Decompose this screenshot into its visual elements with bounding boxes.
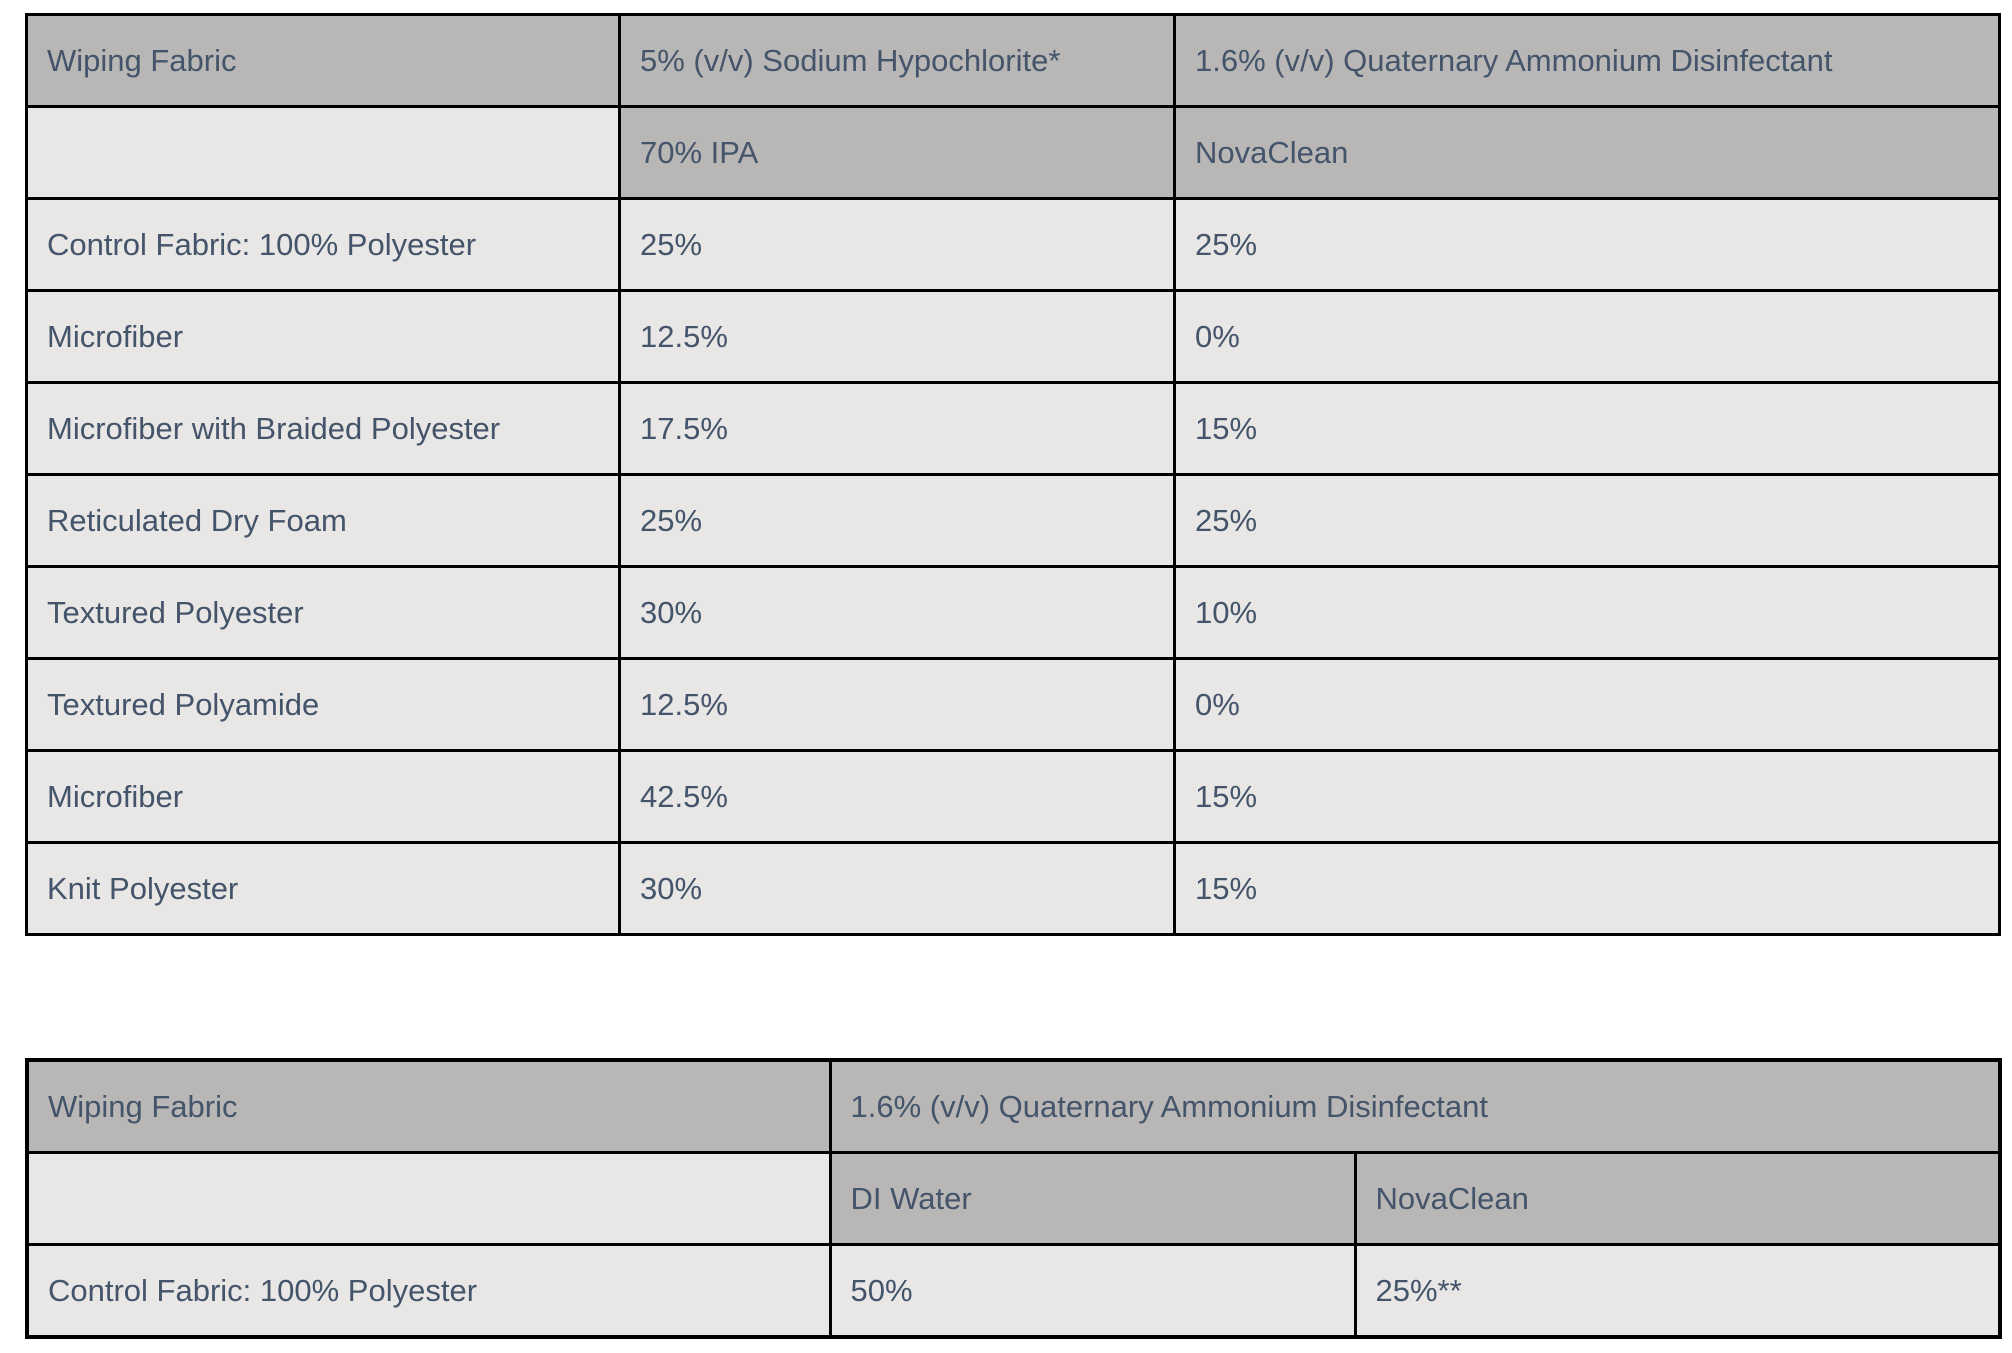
table-row: Microfiber 12.5% 0% — [25, 289, 2001, 384]
table-row: Knit Polyester 30% 15% — [25, 841, 2001, 936]
t1-subheader-70-ipa: 70% IPA — [618, 105, 1176, 200]
novaclean-value-cell: 10% — [1173, 565, 2001, 660]
fabric-cell: Control Fabric: 100% Polyester — [25, 1243, 832, 1339]
t2-subheader-novaclean: NovaClean — [1353, 1151, 2002, 1246]
t1-subheader-blank — [25, 105, 621, 200]
fabric-cell: Textured Polyester — [25, 565, 621, 660]
table2-subheader-row: DI Water NovaClean — [25, 1151, 2002, 1246]
fabric-disinfectant-table-2: Wiping Fabric 1.6% (v/v) Quaternary Ammo… — [25, 1058, 2003, 1339]
novaclean-value-cell: 25%** — [1353, 1243, 2002, 1339]
di-water-value-cell: 50% — [828, 1243, 1357, 1339]
novaclean-value-cell: 25% — [1173, 197, 2001, 292]
novaclean-value-cell: 0% — [1173, 657, 2001, 752]
t1-header-quaternary-ammonium: 1.6% (v/v) Quaternary Ammonium Disinfect… — [1173, 13, 2001, 108]
ipa-value-cell: 25% — [618, 197, 1176, 292]
fabric-cell: Microfiber with Braided Polyester — [25, 381, 621, 476]
t2-subheader-di-water: DI Water — [828, 1151, 1357, 1246]
table2-header-row: Wiping Fabric 1.6% (v/v) Quaternary Ammo… — [25, 1058, 2002, 1154]
fabric-disinfectant-table-1: Wiping Fabric 5% (v/v) Sodium Hypochlori… — [25, 13, 2001, 936]
table1-header-row: Wiping Fabric 5% (v/v) Sodium Hypochlori… — [25, 13, 2001, 108]
ipa-value-cell: 12.5% — [618, 657, 1176, 752]
table-row: Reticulated Dry Foam 25% 25% — [25, 473, 2001, 568]
novaclean-value-cell: 25% — [1173, 473, 2001, 568]
novaclean-value-cell: 15% — [1173, 841, 2001, 936]
novaclean-value-cell: 15% — [1173, 381, 2001, 476]
table-row: Microfiber with Braided Polyester 17.5% … — [25, 381, 2001, 476]
ipa-value-cell: 42.5% — [618, 749, 1176, 844]
t2-header-quaternary-ammonium: 1.6% (v/v) Quaternary Ammonium Disinfect… — [828, 1058, 2002, 1154]
ipa-value-cell: 30% — [618, 841, 1176, 936]
ipa-value-cell: 25% — [618, 473, 1176, 568]
t2-subheader-blank — [25, 1151, 832, 1246]
t2-header-wiping-fabric: Wiping Fabric — [25, 1058, 832, 1154]
t1-header-sodium-hypochlorite: 5% (v/v) Sodium Hypochlorite* — [618, 13, 1176, 108]
t1-header-wiping-fabric: Wiping Fabric — [25, 13, 621, 108]
fabric-cell: Textured Polyamide — [25, 657, 621, 752]
ipa-value-cell: 12.5% — [618, 289, 1176, 384]
table-row: Textured Polyamide 12.5% 0% — [25, 657, 2001, 752]
table1-subheader-row: 70% IPA NovaClean — [25, 105, 2001, 200]
fabric-cell: Reticulated Dry Foam — [25, 473, 621, 568]
table-row: Control Fabric: 100% Polyester 25% 25% — [25, 197, 2001, 292]
t1-subheader-novaclean: NovaClean — [1173, 105, 2001, 200]
novaclean-value-cell: 0% — [1173, 289, 2001, 384]
table-row: Textured Polyester 30% 10% — [25, 565, 2001, 660]
fabric-cell: Microfiber — [25, 749, 621, 844]
novaclean-value-cell: 15% — [1173, 749, 2001, 844]
fabric-cell: Microfiber — [25, 289, 621, 384]
table-row: Control Fabric: 100% Polyester 50% 25%** — [25, 1243, 2002, 1339]
fabric-cell: Knit Polyester — [25, 841, 621, 936]
ipa-value-cell: 17.5% — [618, 381, 1176, 476]
ipa-value-cell: 30% — [618, 565, 1176, 660]
table-row: Microfiber 42.5% 15% — [25, 749, 2001, 844]
fabric-cell: Control Fabric: 100% Polyester — [25, 197, 621, 292]
